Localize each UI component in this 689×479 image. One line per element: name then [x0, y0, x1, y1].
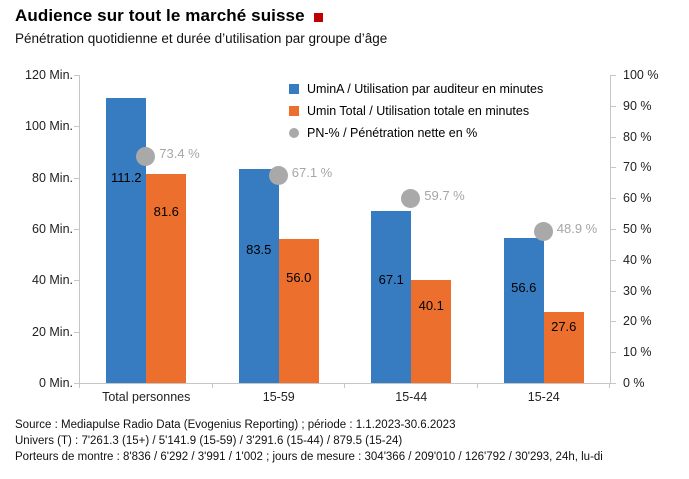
bar-value-label-umina: 83.5 — [246, 241, 272, 257]
y-axis-right-line — [610, 75, 611, 384]
y-axis-right-tick-label: 100 % — [623, 68, 659, 82]
legend-label: PN-% / Pénétration nette en % — [307, 126, 478, 140]
legend-square-icon — [289, 106, 299, 116]
y-axis-right-tick-label: 50 % — [623, 222, 652, 236]
bar-value-label-umina: 111.2 — [110, 169, 142, 185]
legend-item: PN-% / Pénétration nette en % — [289, 124, 543, 142]
y-axis-right-tick — [611, 105, 616, 107]
bar-umin-total — [146, 173, 187, 383]
title-row: Audience sur tout le marché suisse — [15, 6, 323, 26]
y-axis-right-tick-label: 20 % — [623, 314, 652, 329]
y-axis-left-tick-label: 0 Min. — [38, 376, 73, 390]
legend-item: UminA / Utilisation par auditeur en minu… — [289, 80, 543, 98]
x-axis-tick — [79, 383, 80, 388]
brand-square-icon — [313, 12, 323, 22]
y-axis-right-tick — [611, 259, 616, 261]
y-axis-right-tick-label: 10 % — [623, 345, 652, 360]
y-axis-right-tick-label: 60 % — [623, 191, 652, 206]
y-axis-left-tick-label: 100 Min. — [25, 119, 73, 134]
bar-umin-total — [278, 239, 319, 383]
y-axis-right-tick — [611, 136, 616, 138]
legend-square-icon — [289, 84, 299, 94]
y-axis-right-tick-label: 70 % — [623, 160, 652, 175]
y-axis-left-line — [79, 75, 80, 384]
x-axis-category-label: 15-44 — [395, 390, 428, 404]
y-axis-right-tick — [611, 198, 616, 200]
bar-umin-total — [543, 312, 584, 383]
source-footer: Source : Mediapulse Radio Data (Evogeniu… — [15, 417, 603, 465]
y-axis-left-tick-label: 80 Min. — [32, 170, 73, 185]
bar-umina — [371, 210, 412, 383]
y-axis-right-tick — [611, 290, 616, 292]
bar-umina — [503, 237, 544, 383]
y-axis-left-tick — [74, 75, 79, 76]
bar-value-label-umina: 67.1 — [378, 271, 404, 287]
pn-value-label: 48.9 % — [556, 221, 598, 237]
y-axis-left-tick-label: 20 Min. — [32, 324, 73, 339]
bar-umina — [106, 97, 147, 383]
y-axis-right-tick-label: 0 % — [623, 376, 645, 390]
x-axis-tick — [344, 383, 345, 388]
legend-label: UminA / Utilisation par auditeur en minu… — [307, 82, 544, 96]
x-axis-tick — [211, 383, 213, 388]
pn-dot — [533, 222, 553, 242]
y-axis-right-tick — [611, 75, 616, 76]
footer-line-porteurs: Porteurs de montre : 8'836 / 6'292 / 3'9… — [15, 451, 603, 463]
bar-value-label-umin-total: 40.1 — [418, 298, 444, 313]
y-axis-right-tick-label: 30 % — [623, 283, 652, 298]
y-axis-left-tick — [74, 126, 79, 128]
y-axis-right-tick-label: 90 % — [623, 98, 652, 113]
y-axis-left-tick — [74, 331, 79, 333]
y-axis-right-tick — [611, 383, 616, 384]
pn-dot — [401, 189, 421, 209]
footer-line-source: Source : Mediapulse Radio Data (Evogeniu… — [15, 419, 456, 431]
x-axis-line — [79, 383, 611, 384]
x-axis-category-label: 15-59 — [262, 390, 295, 404]
y-axis-left-tick — [74, 177, 79, 179]
bar-value-label-umin-total: 27.6 — [551, 318, 577, 334]
legend-item: Umin Total / Utilisation totale en minut… — [289, 102, 543, 120]
x-axis-category-label: Total personnes — [102, 390, 191, 404]
bar-value-label-umina: 56.6 — [511, 280, 537, 296]
x-axis-category-label: 15-24 — [527, 390, 560, 404]
bar-umin-total — [411, 280, 452, 383]
y-axis-right-tick-label: 80 % — [623, 129, 652, 144]
y-axis-right-tick — [611, 167, 616, 169]
pn-dot — [136, 146, 156, 166]
bar-value-label-umin-total: 81.6 — [153, 204, 179, 220]
pn-value-label: 59.7 % — [424, 188, 465, 204]
pn-value-label: 73.4 % — [159, 145, 200, 161]
page-subtitle: Pénétration quotidienne et durée d’utili… — [15, 31, 388, 46]
y-axis-left-tick — [74, 229, 79, 230]
y-axis-right-tick — [611, 321, 616, 323]
y-axis-left-tick — [74, 280, 79, 282]
pn-value-label: 67.1 % — [291, 165, 333, 181]
pn-dot — [268, 166, 288, 186]
footer-line-univers: Univers (T) : 7'261.3 (15+) / 5'141.9 (1… — [15, 435, 403, 447]
legend-label: Umin Total / Utilisation totale en minut… — [307, 104, 530, 118]
y-axis-right-tick-label: 40 % — [623, 252, 652, 267]
x-axis-tick — [609, 383, 610, 388]
page-title: Audience sur tout le marché suisse — [15, 6, 305, 25]
y-axis-left-tick-label: 40 Min. — [32, 273, 73, 288]
y-axis-left-tick-label: 60 Min. — [32, 222, 73, 236]
y-axis-left-tick — [74, 383, 79, 384]
legend-circle-icon — [289, 128, 299, 138]
x-axis-tick — [476, 383, 478, 388]
bar-umina — [238, 168, 279, 383]
bar-value-label-umin-total: 56.0 — [286, 269, 312, 285]
y-axis-right-tick — [611, 229, 616, 230]
chart-legend: UminA / Utilisation par auditeur en minu… — [289, 80, 543, 146]
y-axis-right-tick — [611, 352, 616, 354]
y-axis-left-tick-label: 120 Min. — [25, 68, 73, 82]
